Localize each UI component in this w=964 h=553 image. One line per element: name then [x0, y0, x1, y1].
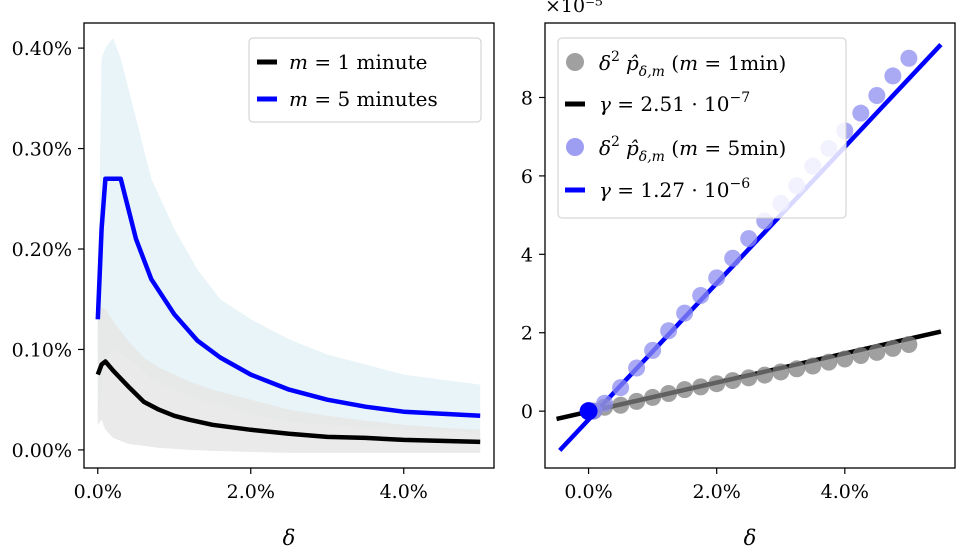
- right-x-tick-label: 4.0%: [821, 481, 869, 503]
- scatter-point-0: [756, 366, 774, 384]
- scatter-point-0: [644, 388, 662, 406]
- left-lines: [95, 176, 481, 445]
- scatter-point-0: [612, 396, 630, 414]
- scatter-point-2: [628, 359, 646, 377]
- left-y-ticks: 0.00% 0.10% 0.20% 0.30% 0.40%: [12, 38, 84, 462]
- right-legend-box: [557, 37, 847, 219]
- scatter-point-2: [900, 49, 918, 67]
- right-y-tick-label: 2: [521, 323, 533, 345]
- scatter-point-0: [628, 392, 646, 410]
- scatter-point-2: [676, 304, 694, 322]
- scatter-point-0: [676, 381, 694, 399]
- series-line-m1: [95, 359, 481, 445]
- scatter-point-0: [868, 343, 886, 361]
- left-axes-frame: [83, 22, 495, 469]
- scatter-point-0: [836, 350, 854, 368]
- legend-label-points-5min: δ2 p̂δ,m (m = 5min): [599, 134, 786, 165]
- scatter-point-2: [612, 379, 630, 397]
- scatter-point-0: [788, 360, 806, 378]
- legend-label-m5: m = 5 minutes: [289, 87, 438, 111]
- left-y-tick-label: 0.30%: [12, 139, 72, 161]
- origin-point: [579, 402, 598, 421]
- left-x-tick-label: 2.0%: [227, 481, 275, 503]
- right-x-tick-label: 0.0%: [564, 481, 612, 503]
- left-x-ticks: 0.0% 2.0% 4.0%: [74, 468, 428, 503]
- right-chart: 0.0% 2.0% 4.0% 0 2 4 6 8 ×10⁻⁵ δ δ2 p̂δ,m (m = …: [521, 0, 956, 550]
- left-y-tick-label: 0.00%: [12, 440, 72, 462]
- confidence-band-m1: [97, 307, 481, 453]
- scatter-point-0: [724, 372, 742, 390]
- scatter-point-0: [820, 353, 838, 371]
- left-y-tick-label: 0.40%: [12, 38, 72, 60]
- left-y-tick-label: 0.20%: [12, 239, 72, 261]
- right-x-ticks: 0.0% 2.0% 4.0%: [564, 468, 869, 503]
- scatter-point-2: [740, 230, 758, 248]
- scatter-point-0: [884, 339, 902, 357]
- left-legend-box: [248, 37, 482, 123]
- series-line-m5: [95, 176, 481, 419]
- right-y-tick-label: 0: [521, 401, 533, 423]
- scatter-point-0: [772, 363, 790, 381]
- right-y-tick-label: 6: [521, 166, 533, 188]
- scatter-point-2: [708, 269, 726, 287]
- right-offset-label: ×10⁻⁵: [545, 0, 603, 17]
- right-x-tick-label: 2.0%: [693, 481, 741, 503]
- right-axes-frame: [544, 22, 956, 469]
- right-y-tick-label: 4: [521, 244, 533, 266]
- scatter-point-0: [692, 378, 710, 396]
- legend-label-gamma-1min: γ = 2.51 · 10−7: [599, 90, 750, 116]
- scatter-point-2: [868, 87, 886, 105]
- scatter-point-0: [740, 369, 758, 387]
- scatter-point-2: [644, 341, 662, 359]
- scatter-point-2: [660, 322, 678, 340]
- right-x-axis-label: δ: [744, 526, 757, 550]
- left-x-axis-label: δ: [283, 526, 296, 550]
- scatter-point-0: [660, 385, 678, 403]
- left-x-tick-label: 0.0%: [74, 481, 122, 503]
- scatter-point-2: [692, 286, 710, 304]
- scatter-point-0: [804, 357, 822, 375]
- right-legend: δ2 p̂δ,m (m = 1min) γ = 2.51 · 10−7 δ2 p̂δ…: [557, 37, 847, 219]
- scatter-point-0: [900, 335, 918, 353]
- left-chart: 0.0% 2.0% 4.0% 0.00% 0.10% 0.20% 0.30% 0.40% δ…: [12, 22, 495, 550]
- legend-label-gamma-5min: γ = 1.27 · 10−6: [599, 176, 750, 202]
- legend-marker-points-5min: [566, 138, 584, 156]
- legend-marker-points-1min: [566, 53, 584, 71]
- scatter-point-0: [852, 346, 870, 364]
- left-legend: m = 1 minute m = 5 minutes: [248, 37, 482, 123]
- left-x-tick-label: 4.0%: [380, 481, 428, 503]
- right-y-ticks: 0 2 4 6 8: [521, 87, 545, 423]
- scatter-point-2: [884, 67, 902, 85]
- legend-label-m1: m = 1 minute: [289, 50, 428, 74]
- scatter-point-2: [596, 394, 614, 412]
- scatter-point-2: [852, 104, 870, 122]
- legend-label-points-1min: δ2 p̂δ,m (m = 1min): [599, 49, 786, 80]
- scatter-point-2: [724, 249, 742, 267]
- scatter-point-0: [708, 375, 726, 393]
- right-y-tick-label: 8: [521, 87, 533, 109]
- left-y-tick-label: 0.10%: [12, 339, 72, 361]
